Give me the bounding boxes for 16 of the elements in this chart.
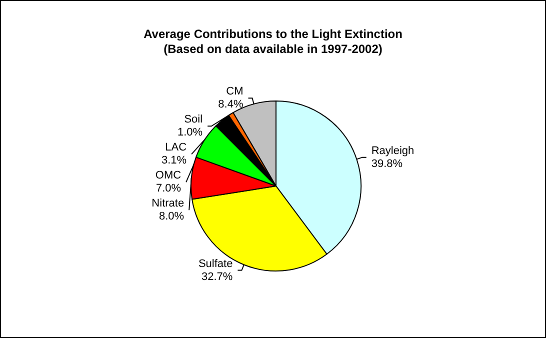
data-label: 7.0% — [156, 182, 182, 195]
data-label: 3.1% — [161, 154, 187, 167]
slice-label: LAC — [165, 142, 187, 154]
slice-label: CM — [226, 86, 244, 98]
data-label: 39.8% — [371, 158, 403, 170]
slice-label: Rayleigh — [371, 144, 414, 157]
slice-label: OMC — [155, 170, 182, 182]
data-label: 32.7% — [202, 270, 233, 283]
chart-subtitle: (Based on data available in 1997-2002) — [164, 42, 382, 56]
slice-label: Sulfate — [198, 258, 233, 270]
data-label: 8.0% — [159, 210, 184, 223]
slice-label: Soil — [184, 114, 203, 126]
data-label: 1.0% — [177, 126, 203, 139]
chart-title: Average Contributions to the Light Extinction — [144, 27, 402, 41]
data-label: 8.4% — [218, 98, 244, 111]
slice-label: Nitrate — [152, 198, 184, 210]
